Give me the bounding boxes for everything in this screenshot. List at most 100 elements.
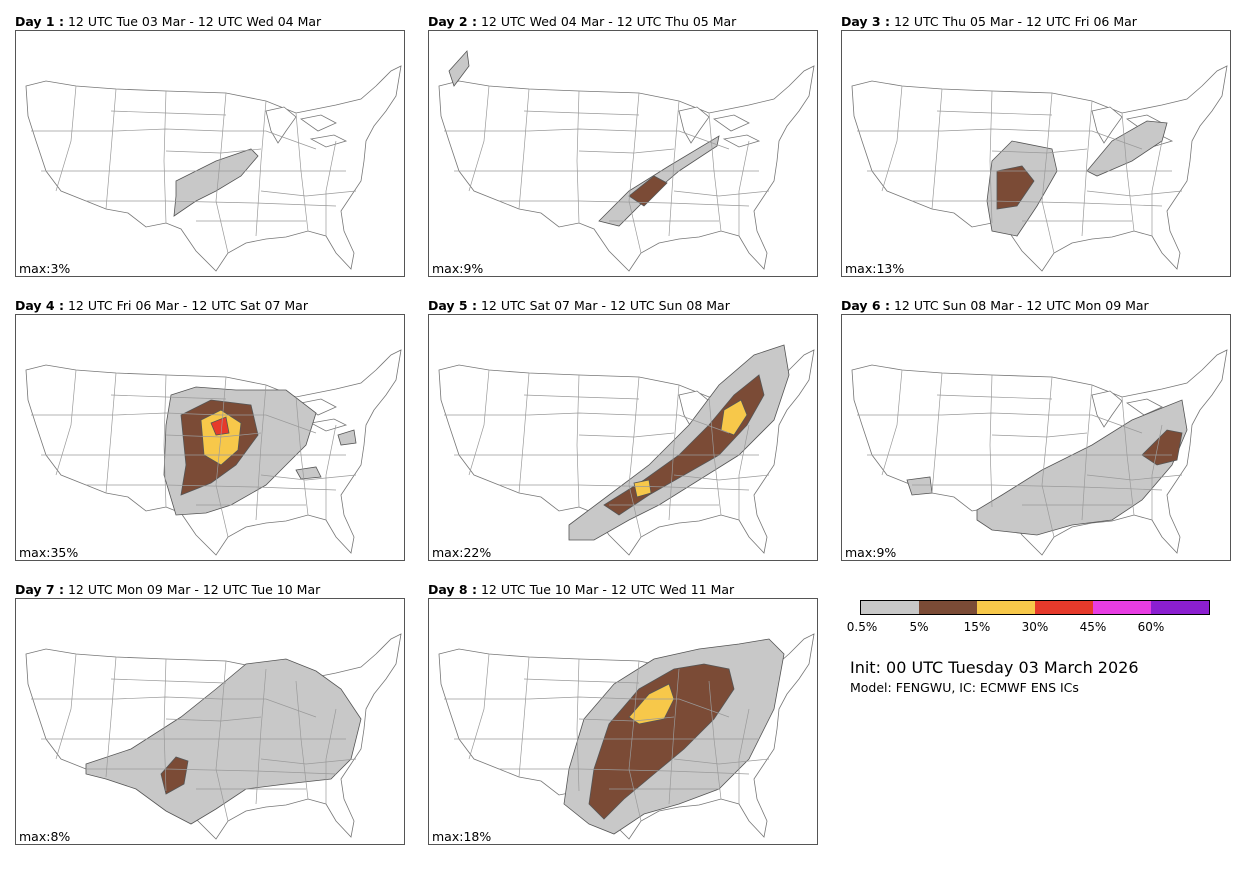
probability-contour (337, 429, 357, 446)
state-boundary (55, 85, 77, 192)
state-boundary (912, 200, 1163, 207)
state-boundary (673, 474, 770, 481)
legend-tick: 30% (1021, 620, 1049, 634)
state-boundary (1081, 100, 1093, 237)
state-boundary (1086, 190, 1183, 197)
state-boundary (738, 424, 750, 520)
state-boundary (578, 432, 675, 438)
state-boundary (576, 658, 580, 792)
state-boundary (444, 696, 635, 700)
legend-swatch-30 (1035, 601, 1093, 614)
state-boundary (165, 716, 262, 722)
map-canvas (25, 633, 402, 840)
map-canvas (438, 344, 815, 556)
map-day-6: max:9% (841, 314, 1231, 561)
state-boundary (518, 656, 530, 778)
great-lake (722, 134, 761, 148)
state-boundary (86, 768, 337, 775)
state-boundary (881, 369, 903, 476)
state-boundary (738, 708, 750, 804)
panel-title: Day 2 : 12 UTC Wed 04 Mar - 12 UTC Thu 0… (428, 14, 737, 29)
state-boundary (668, 668, 680, 805)
state-boundary (857, 128, 1048, 132)
state-boundary (634, 414, 730, 434)
legend-swatch-15 (977, 601, 1035, 614)
probability-contour (568, 344, 790, 541)
state-boundary (255, 100, 267, 237)
state-boundary (931, 88, 943, 210)
state-boundary (578, 716, 675, 722)
state-boundary (673, 758, 770, 765)
state-boundary (628, 92, 642, 254)
state-boundary (444, 128, 635, 132)
panel-title: Day 7 : 12 UTC Mon 09 Mar - 12 UTC Tue 1… (15, 582, 321, 597)
state-boundary (215, 376, 229, 538)
map-day-4: max:35% (15, 314, 405, 561)
map-canvas (438, 633, 815, 840)
state-boundary (523, 394, 640, 400)
map-canvas (25, 349, 402, 556)
great-lake (309, 134, 348, 148)
great-lake (309, 418, 348, 432)
map-canvas (25, 65, 402, 272)
great-lake (1126, 398, 1163, 416)
panel-title: Day 5 : 12 UTC Sat 07 Mar - 12 UTC Sun 0… (428, 298, 730, 313)
state-boundary (163, 658, 167, 792)
map-canvas (438, 50, 815, 272)
panel-title: Day 8 : 12 UTC Tue 10 Mar - 12 UTC Wed 1… (428, 582, 735, 597)
state-boundary (1151, 140, 1163, 236)
max-label: max:3% (19, 261, 71, 276)
map-canvas (851, 349, 1228, 556)
state-boundary (468, 653, 490, 760)
state-boundary (468, 85, 490, 192)
legend-swatch-0.5 (861, 601, 919, 614)
state-boundary (1041, 92, 1055, 254)
state-boundary (1151, 424, 1163, 520)
state-boundary (215, 92, 229, 254)
legend-swatch-60 (1151, 601, 1209, 614)
coastline (438, 65, 815, 272)
state-boundary (738, 140, 750, 236)
legend-tick: 60% (1137, 620, 1165, 634)
map-day-3: max:13% (841, 30, 1231, 277)
state-boundary (31, 128, 222, 132)
state-boundary (857, 412, 1048, 416)
legend-swatch-45 (1093, 601, 1151, 614)
probability-contour (85, 658, 362, 825)
state-boundary (444, 412, 635, 416)
state-boundary (325, 708, 337, 804)
state-boundary (1047, 130, 1143, 150)
map-day-5: max:22% (428, 314, 818, 561)
probability-contour (976, 399, 1188, 536)
state-boundary (86, 484, 337, 491)
panel-title: Day 6 : 12 UTC Sun 08 Mar - 12 UTC Mon 0… (841, 298, 1149, 313)
state-boundary (576, 90, 580, 224)
panel-title: Day 3 : 12 UTC Thu 05 Mar - 12 UTC Fri 0… (841, 14, 1137, 29)
legend-tick: 5% (909, 620, 929, 634)
state-boundary (215, 660, 229, 822)
state-boundary (163, 374, 167, 508)
state-boundary (105, 656, 117, 778)
probability-contour (996, 165, 1035, 210)
state-boundary (31, 412, 222, 416)
state-boundary (523, 110, 640, 116)
state-boundary (1041, 376, 1055, 538)
map-day-8: max:18% (428, 598, 818, 845)
panel-title: Day 4 : 12 UTC Fri 06 Mar - 12 UTC Sat 0… (15, 298, 308, 313)
state-boundary (931, 372, 943, 494)
max-label: max:9% (432, 261, 484, 276)
state-boundary (110, 110, 227, 116)
state-boundary (1047, 414, 1143, 434)
state-boundary (1086, 474, 1183, 481)
state-boundary (628, 376, 642, 538)
state-boundary (55, 369, 77, 476)
probability-contour (210, 416, 230, 436)
state-boundary (578, 148, 675, 154)
state-boundary (221, 130, 317, 150)
state-boundary (673, 190, 770, 197)
model-info: Model: FENGWU, IC: ECMWF ENS ICs (850, 680, 1079, 695)
state-boundary (110, 394, 227, 400)
max-label: max:9% (845, 545, 897, 560)
state-boundary (221, 698, 317, 718)
probability-contour (1086, 120, 1168, 177)
